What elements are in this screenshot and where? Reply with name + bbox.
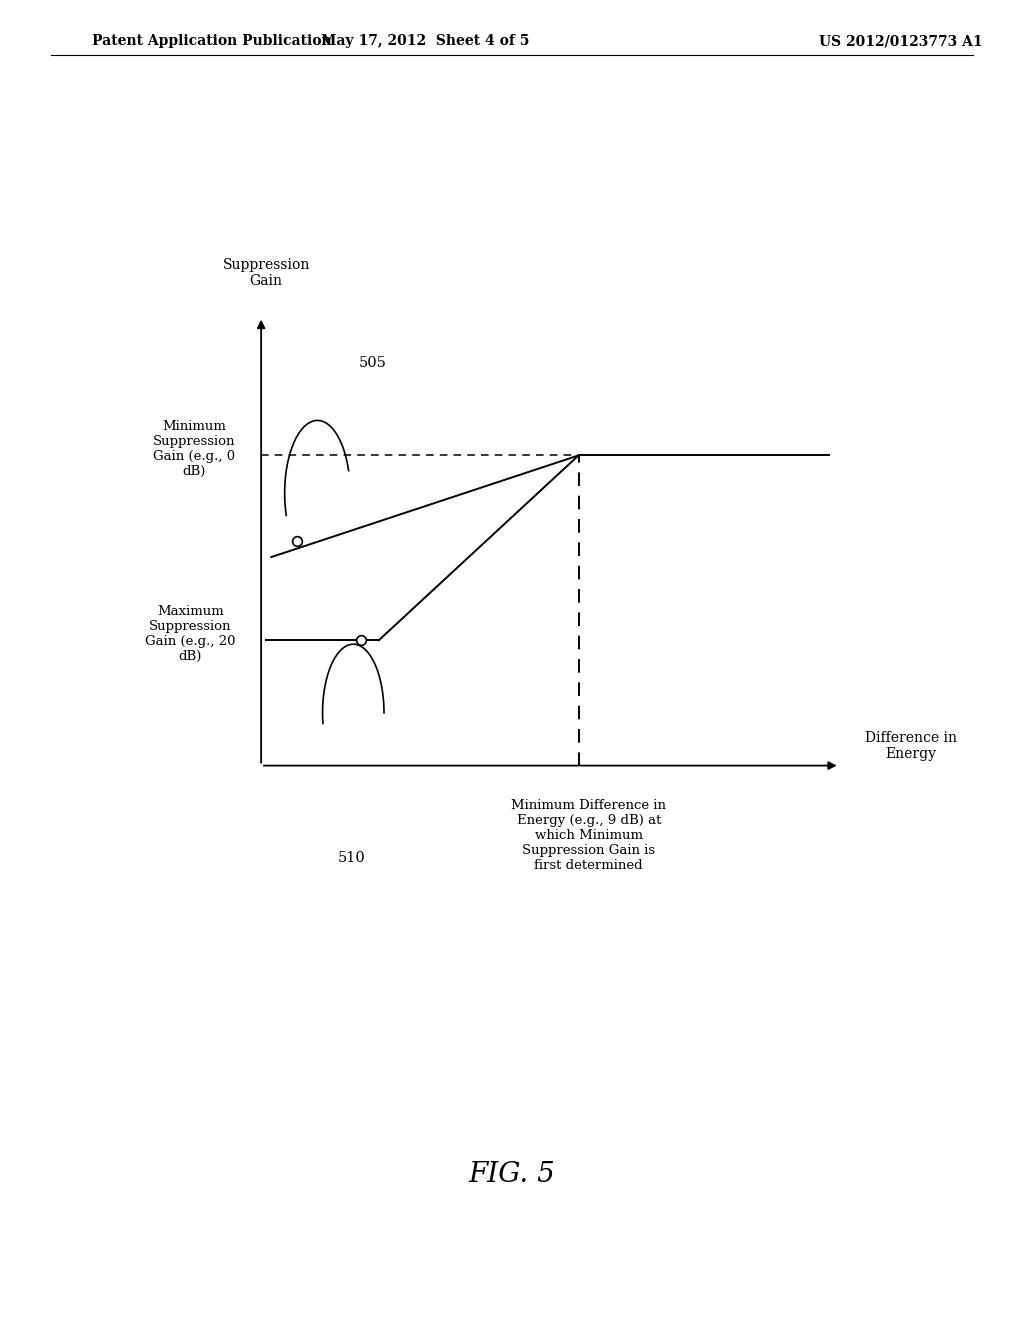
Text: Suppression
Gain: Suppression Gain [222,257,310,288]
Text: May 17, 2012  Sheet 4 of 5: May 17, 2012 Sheet 4 of 5 [321,34,529,49]
Text: Minimum
Suppression
Gain (e.g., 0
dB): Minimum Suppression Gain (e.g., 0 dB) [153,420,236,478]
Text: Maximum
Suppression
Gain (e.g., 20
dB): Maximum Suppression Gain (e.g., 20 dB) [145,605,236,663]
Text: 505: 505 [358,356,386,370]
Text: Patent Application Publication: Patent Application Publication [92,34,332,49]
Text: US 2012/0123773 A1: US 2012/0123773 A1 [819,34,983,49]
Text: FIG. 5: FIG. 5 [469,1162,555,1188]
Text: 510: 510 [338,851,366,866]
Text: Difference in
Energy: Difference in Energy [865,731,957,760]
Text: Minimum Difference in
Energy (e.g., 9 dB) at
which Minimum
Suppression Gain is
f: Minimum Difference in Energy (e.g., 9 dB… [511,799,667,871]
